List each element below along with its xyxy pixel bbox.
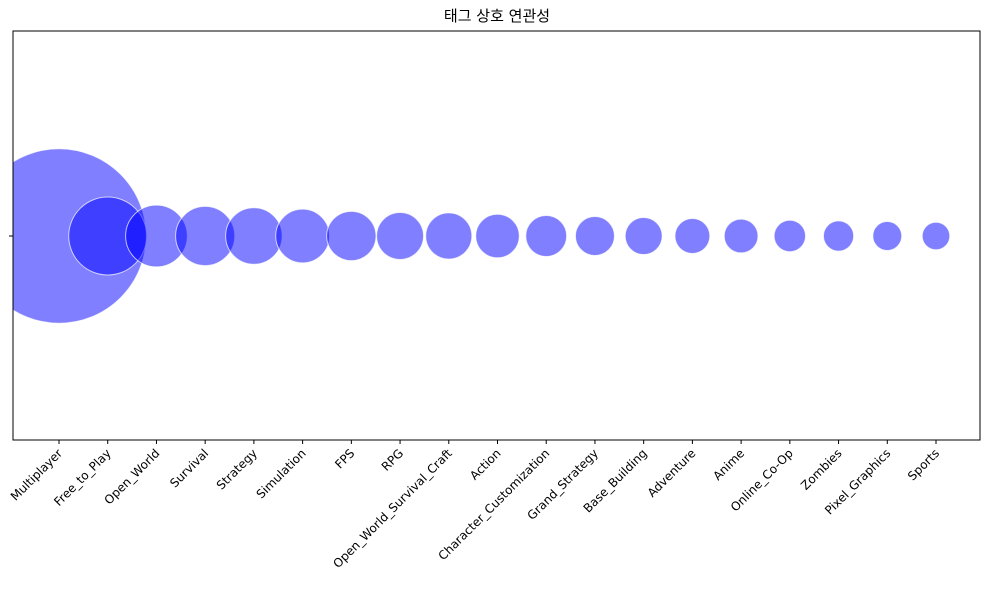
bubble-rpg [376,212,425,260]
bubble-simulation [275,208,330,264]
bubble-adventure [674,218,711,254]
bubble-open-world-survival-craft [425,212,473,260]
x-tick-label: Strategy [214,446,260,492]
bubble-strategy [225,207,283,265]
bubble-fps [326,210,377,262]
bubble-base-building [624,217,663,255]
bubble-pixel-graphics [872,221,903,251]
bubble-zombies [822,220,855,252]
bubble-anime [723,218,759,254]
bubble-online-co-op [773,219,807,253]
x-tick-label: Action [467,446,503,482]
bubble-character-customization [525,215,568,257]
bubble-action [475,213,520,259]
x-tick-label: Zombies [798,446,845,493]
x-tick-label: Simulation [254,446,309,501]
chart-title: 태그 상호 연관성 [444,7,550,25]
bubble-grand-strategy [574,216,615,256]
x-tick-label: Anime [710,446,747,483]
x-tick-label: RPG [379,446,406,473]
x-tick-label: Adventure [645,446,699,500]
bubbles-layer [13,148,951,324]
bubble-sports [921,221,951,251]
x-tick-label: Survival [167,446,211,490]
x-tick-label: Sports [905,446,942,483]
x-tick-label: FPS [332,446,357,471]
